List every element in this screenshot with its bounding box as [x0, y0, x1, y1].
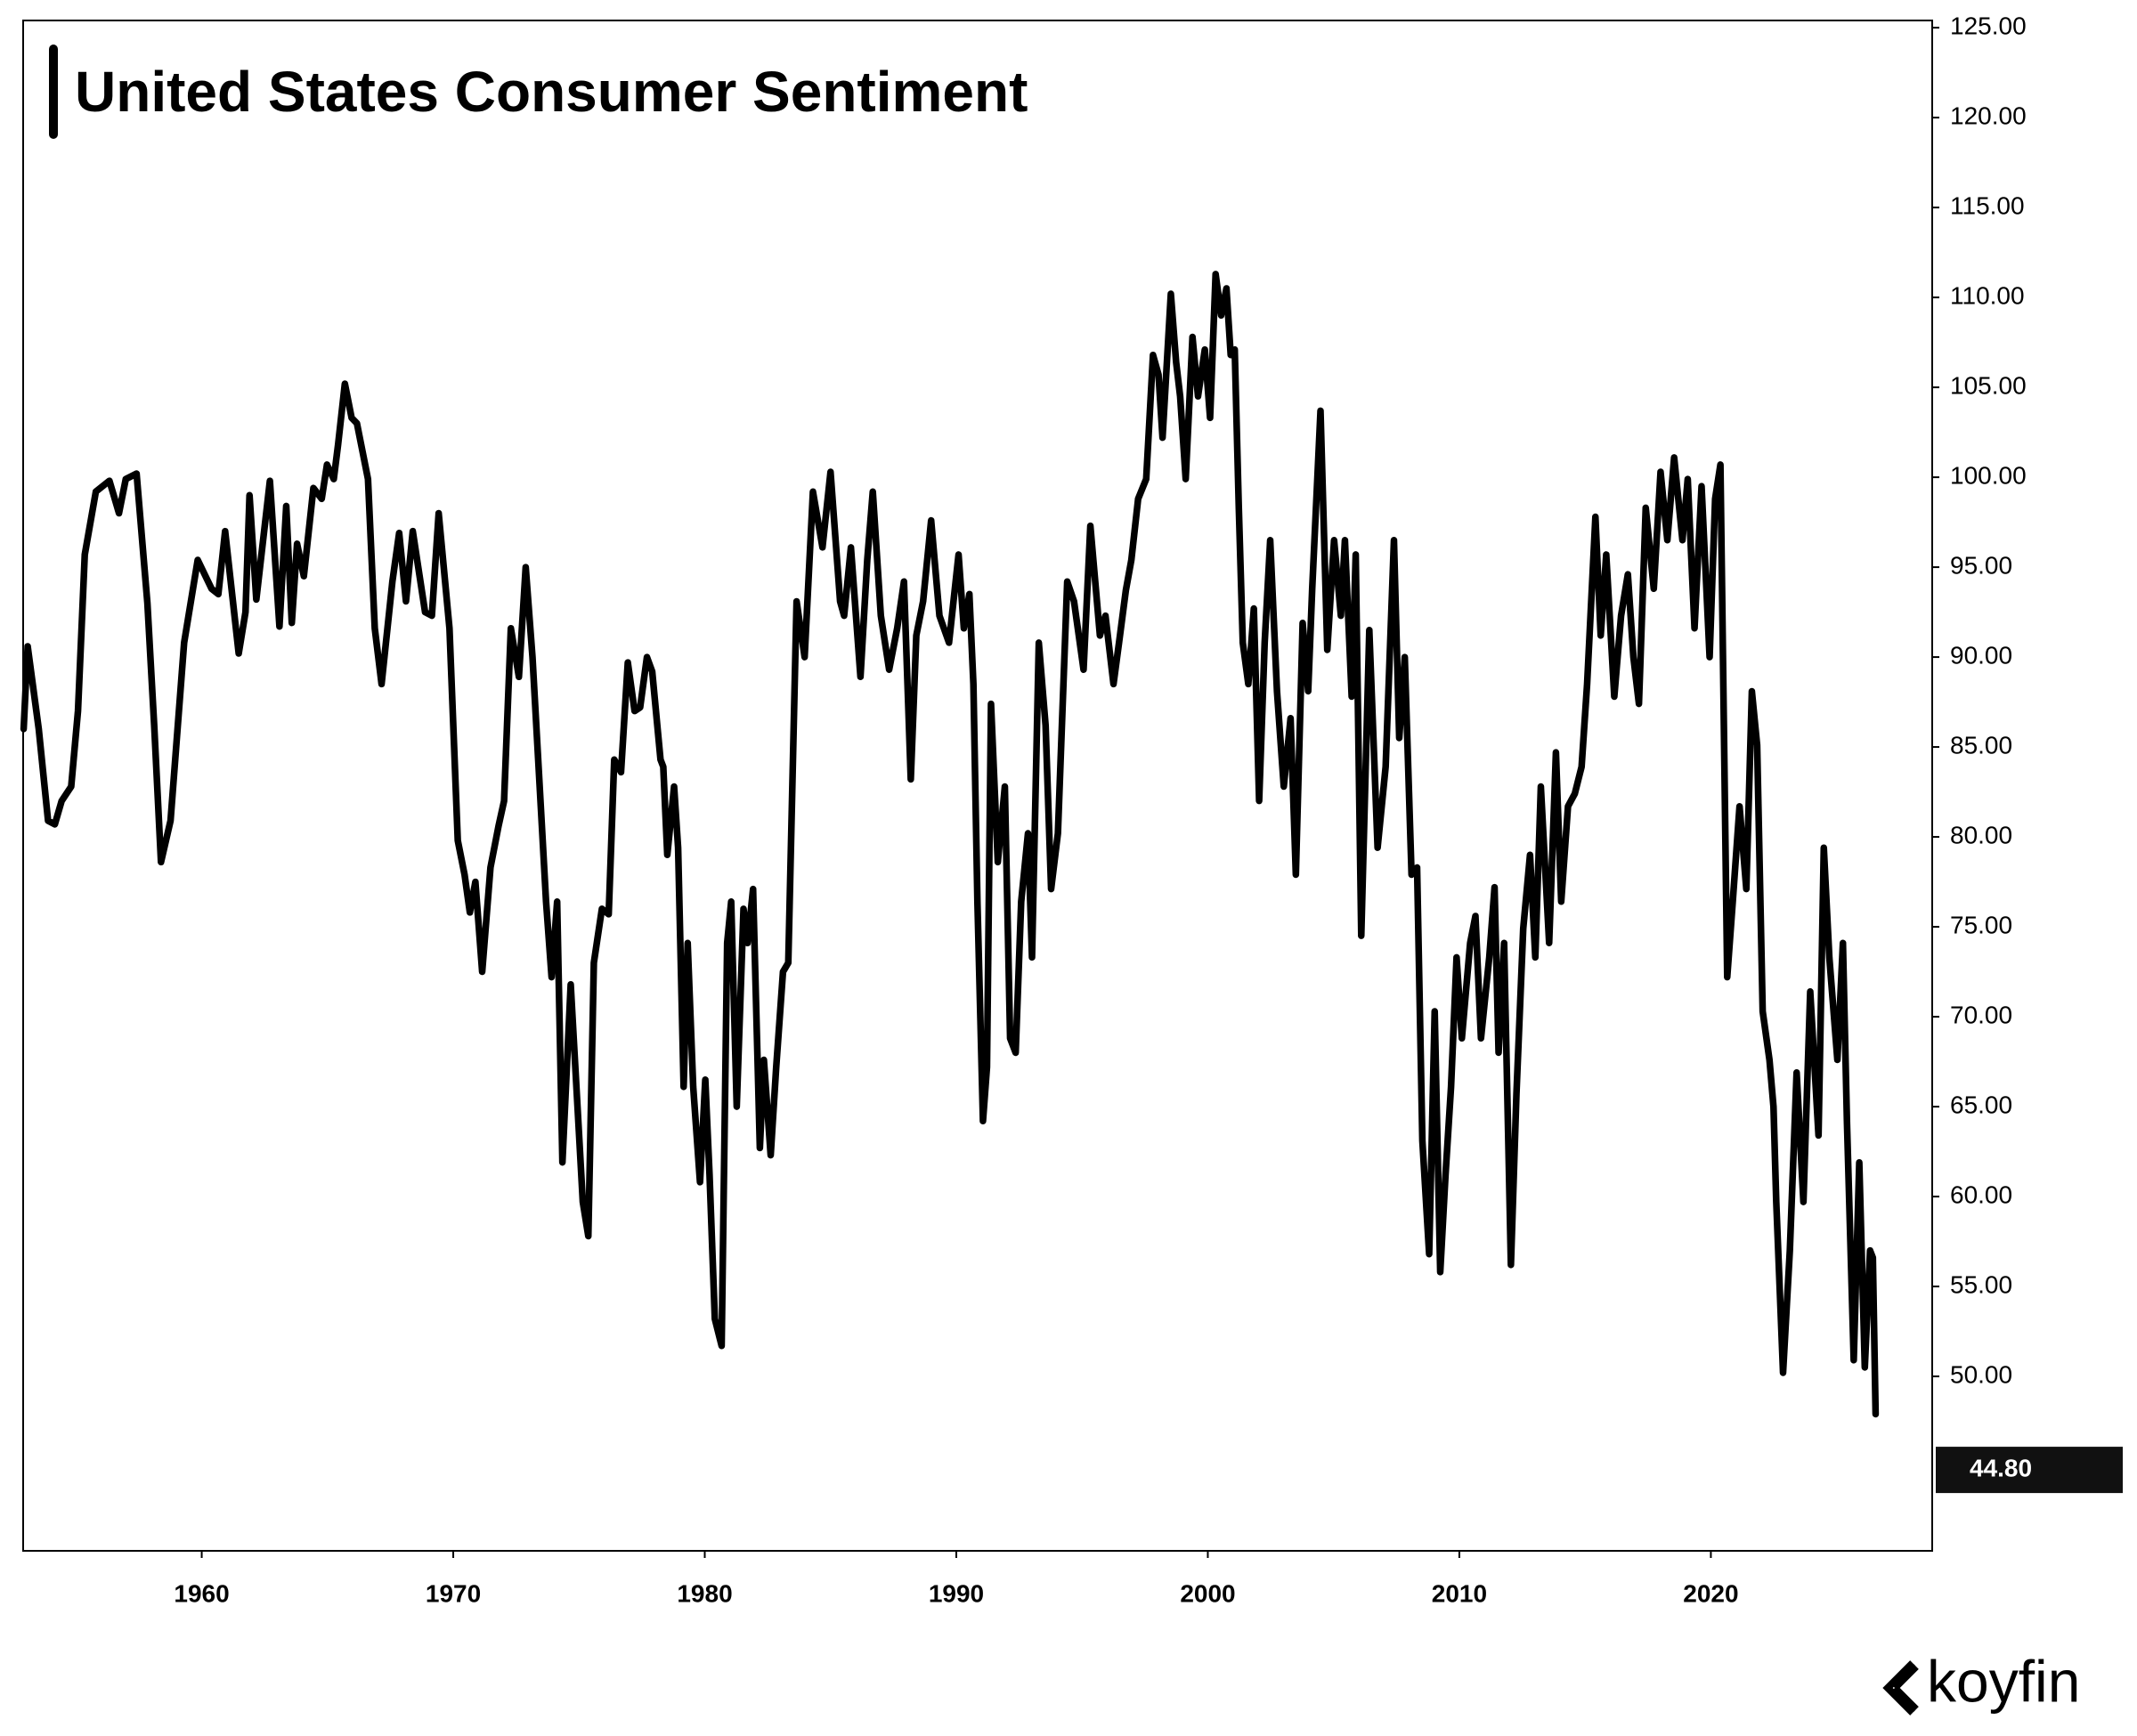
- y-tick-label: 105.00: [1950, 371, 2027, 399]
- x-tick-label: 2020: [1683, 1579, 1738, 1607]
- y-tick-label: 110.00: [1950, 281, 2025, 309]
- y-tick-label: 100.00: [1950, 461, 2027, 489]
- y-tick-label: 120.00: [1950, 101, 2027, 129]
- x-tick-label: 1970: [426, 1579, 481, 1607]
- title-bar: [49, 45, 58, 139]
- x-tick-label: 1960: [174, 1579, 229, 1607]
- x-tick-label: 1990: [929, 1579, 984, 1607]
- y-tick-label: 95.00: [1950, 551, 2012, 579]
- y-tick-label: 75.00: [1950, 911, 2012, 938]
- data-line: [20, 271, 1880, 1418]
- y-tick-label: 85.00: [1950, 731, 2012, 758]
- plot-frame: [22, 20, 1933, 1552]
- y-tick-label: 90.00: [1950, 641, 2012, 669]
- y-tick-label: 65.00: [1950, 1091, 2012, 1118]
- chart-title: United States Consumer Sentiment: [75, 60, 1028, 124]
- last-value-box: [1936, 1447, 2123, 1494]
- x-tick-label: 2010: [1432, 1579, 1487, 1607]
- y-tick-label: 70.00: [1950, 1001, 2012, 1028]
- x-tick-label: 1980: [677, 1579, 732, 1607]
- y-tick-label: 60.00: [1950, 1180, 2012, 1208]
- x-tick-label: 2000: [1180, 1579, 1235, 1607]
- y-tick-label: 125.00: [1950, 12, 2027, 39]
- y-tick-label: 115.00: [1950, 191, 2025, 219]
- last-value-label: 44.80: [1970, 1454, 2032, 1481]
- brand-logo: [1882, 1660, 1919, 1716]
- y-tick-label: 50.00: [1950, 1360, 2012, 1388]
- y-tick-label: 80.00: [1950, 821, 2012, 848]
- brand: koyfin: [1927, 1648, 2080, 1714]
- y-tick-label: 55.00: [1950, 1270, 2012, 1298]
